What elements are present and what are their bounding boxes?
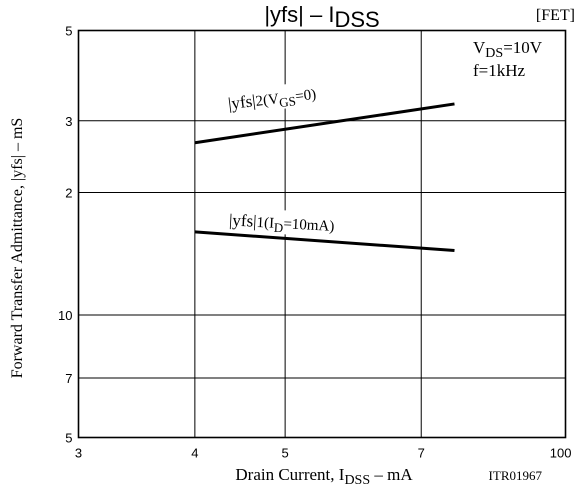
- chart-title-sub: DSS: [334, 7, 379, 32]
- series-label-pre: |yfs|: [227, 91, 257, 113]
- x-axis-label-rest: – mA: [370, 465, 413, 484]
- series-label-mid: 2(V: [255, 91, 280, 110]
- series-label-pre: |yfs|: [229, 210, 258, 230]
- series-label-sub: GS: [278, 93, 296, 110]
- x-tick-label: 3: [75, 446, 82, 461]
- series-label-backdrop: [214, 74, 366, 117]
- chart-title: |yfs| – IDSS: [264, 2, 379, 32]
- x-axis-label: Drain Current, IDSS – mA: [235, 465, 413, 488]
- series-label-text: |yfs|1(ID=10mA): [228, 210, 334, 237]
- y-tick-label: 2: [65, 185, 72, 200]
- condition-freq: f=1kHz: [473, 61, 526, 80]
- chart-title-main: |yfs| – I: [264, 2, 334, 27]
- x-axis-label-main: Drain Current, I: [235, 465, 344, 484]
- series-label-post: =10mA): [283, 216, 335, 235]
- series-label-1: |yfs|2(VGS=0): [214, 74, 366, 117]
- series-line-1: [194, 102, 455, 145]
- series-label-2: |yfs|1(ID=10mA): [215, 206, 389, 240]
- series-line-2: [194, 230, 455, 253]
- chart-category: [FET]: [536, 7, 575, 24]
- condition-vds: VDS=10V: [473, 38, 543, 61]
- x-tick-label: 4: [191, 446, 198, 461]
- figure-code: ITR01967: [489, 468, 543, 483]
- plot-frame: [77, 29, 567, 439]
- y-tick-label: 3: [65, 114, 72, 129]
- condition-vds-main: V: [473, 38, 486, 57]
- series-label-sub: D: [273, 220, 283, 235]
- series-layer: |yfs|2(VGS=0)|yfs|1(ID=10mA): [194, 74, 455, 253]
- condition-vds-rest: =10V: [503, 38, 543, 57]
- x-tick-label: 5: [282, 446, 289, 461]
- y-tick-label: 7: [65, 371, 72, 386]
- series-label-backdrop: [215, 206, 389, 240]
- x-tick-label: 100: [550, 446, 572, 461]
- series-label-post: =0): [294, 87, 317, 105]
- series-label-text: |yfs|2(VGS=0): [227, 84, 318, 117]
- x-axis-label-sub: DSS: [344, 473, 370, 488]
- y-tick-label: 5: [65, 431, 72, 446]
- y-axis-label: Forward Transfer Admittance, |yfs| – mS: [9, 118, 26, 379]
- condition-vds-sub: DS: [485, 46, 503, 61]
- y-tick-label: 5: [65, 24, 72, 39]
- x-tick-label: 7: [418, 446, 425, 461]
- y-tick-label: 10: [58, 308, 72, 323]
- series-label-mid: 1(I: [256, 215, 274, 232]
